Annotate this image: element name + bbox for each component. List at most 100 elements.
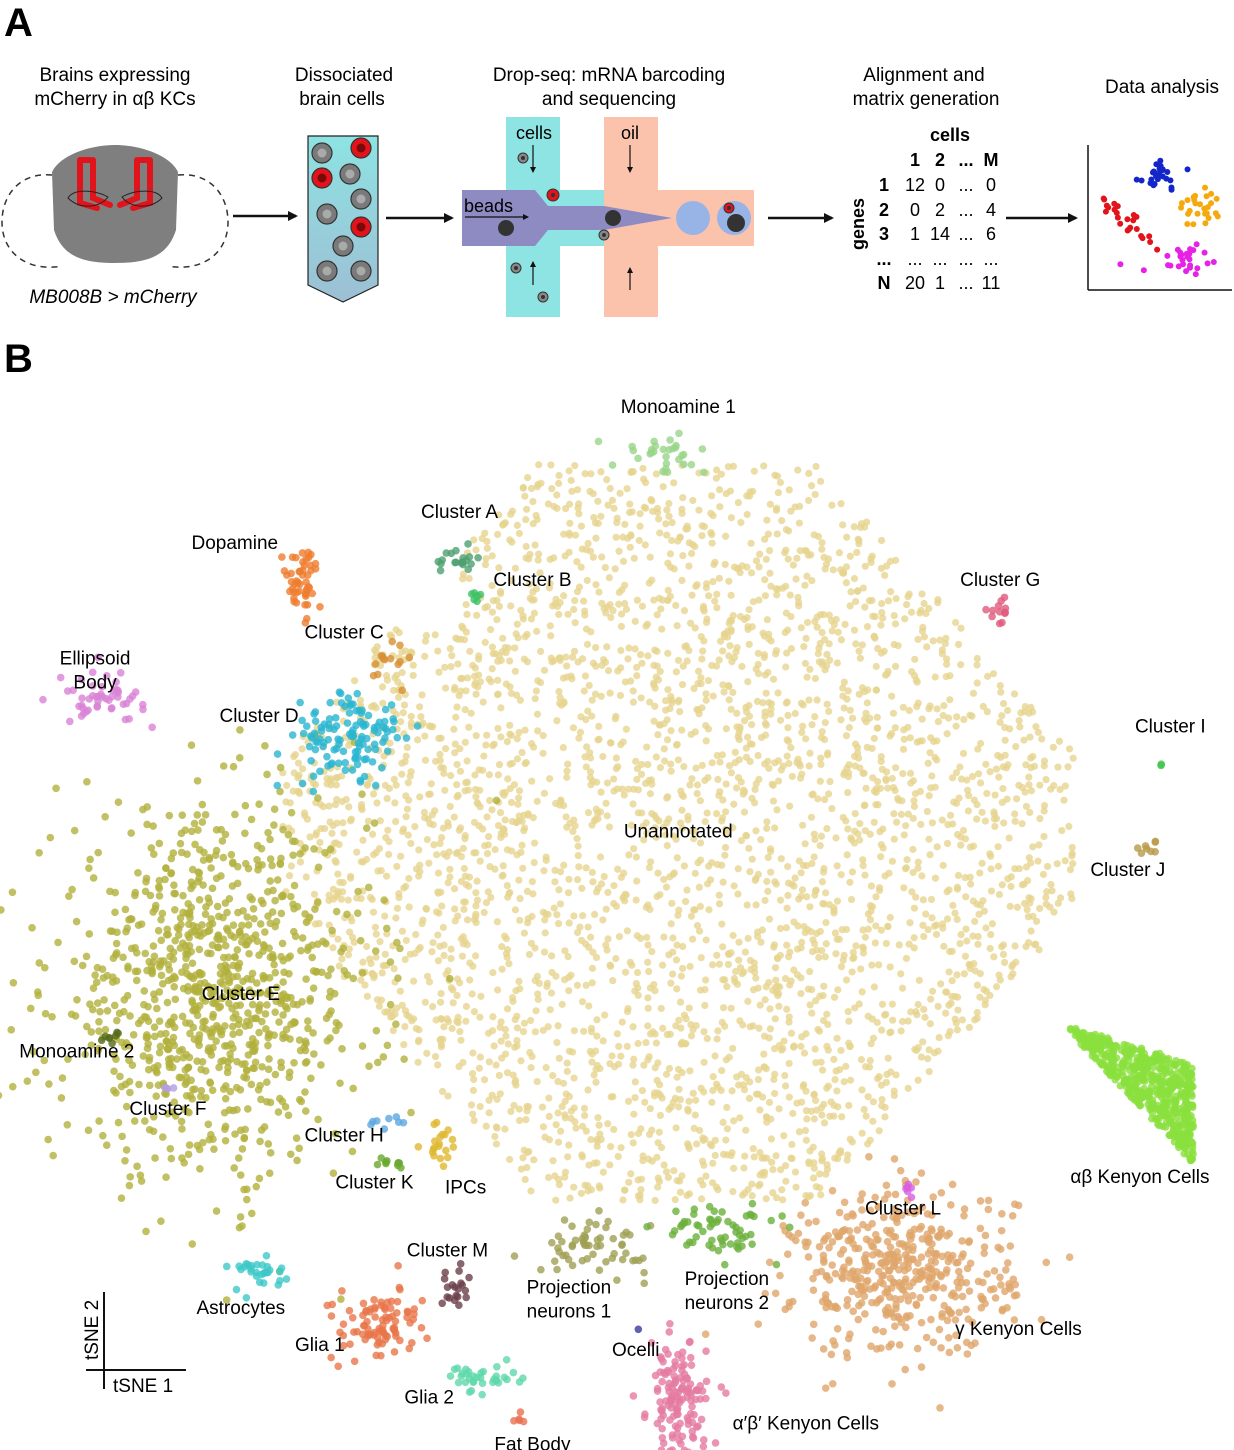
tsne-point <box>466 648 473 655</box>
tsne-point <box>256 1082 264 1090</box>
tsne-point <box>1106 1065 1114 1073</box>
tsne-point <box>290 1019 298 1027</box>
tsne-point <box>155 877 163 885</box>
tsne-point <box>863 718 870 725</box>
tsne-point <box>682 898 689 905</box>
tsne-point <box>7 1026 15 1034</box>
tsne-point <box>616 589 623 596</box>
tsne-point <box>613 754 620 761</box>
mini-scatter-point <box>1152 181 1158 187</box>
tsne-point <box>234 909 242 917</box>
tsne-point <box>728 592 735 599</box>
tsne-point <box>425 791 432 798</box>
tsne-point <box>257 920 265 928</box>
mini-scatter-point <box>1194 265 1200 271</box>
mini-scatter-point <box>1208 191 1214 197</box>
tsne-point <box>164 961 172 969</box>
tsne-point <box>811 531 818 538</box>
tsne-point <box>681 607 688 614</box>
tsne-point <box>812 887 819 894</box>
tsne-point <box>698 532 705 539</box>
tsne-point <box>737 519 744 526</box>
tsne-point <box>235 1021 243 1029</box>
tsne-point <box>349 1085 357 1093</box>
tsne-point <box>817 478 824 485</box>
tsne-point <box>401 701 408 708</box>
tsne-point <box>603 476 610 483</box>
tsne-point <box>821 1119 828 1126</box>
tsne-point <box>621 582 628 589</box>
tsne-point <box>579 912 586 919</box>
tsne-point <box>785 879 792 886</box>
tsne-point <box>206 1078 214 1086</box>
tsne-point <box>328 927 336 935</box>
tsne-point <box>521 1020 528 1027</box>
tsne-point <box>621 1187 628 1194</box>
tsne-point <box>245 937 253 945</box>
tsne-point <box>806 762 813 769</box>
tsne-point <box>440 924 447 931</box>
tsne-point <box>99 1132 107 1140</box>
tsne-point <box>709 961 716 968</box>
tsne-point <box>349 1148 357 1156</box>
tsne-point <box>172 996 180 1004</box>
tsne-point <box>520 1028 527 1035</box>
tsne-point <box>563 1090 570 1097</box>
tsne-point <box>263 771 271 779</box>
mini-scatter-point <box>1195 211 1201 217</box>
tsne-point <box>311 891 318 898</box>
tsne-point <box>832 929 839 936</box>
tsne-point <box>604 935 611 942</box>
tsne-point <box>739 562 746 569</box>
tsne-point <box>713 952 720 959</box>
tsne-point <box>542 929 549 936</box>
tsne-point <box>415 1037 422 1044</box>
tsne-point <box>709 1087 716 1094</box>
tsne-point <box>816 1170 823 1177</box>
tsne-point <box>617 647 624 654</box>
tsne-point <box>271 897 279 905</box>
tsne-point <box>280 969 288 977</box>
tsne-point <box>518 842 525 849</box>
tsne-point <box>730 612 737 619</box>
tsne-point <box>363 824 371 832</box>
tsne-point <box>547 632 554 639</box>
tsne-point <box>1031 763 1038 770</box>
tsne-point <box>272 1071 280 1079</box>
tsne-point <box>391 1011 398 1018</box>
tsne-point <box>403 937 410 944</box>
tsne-point <box>532 695 539 702</box>
tsne-point <box>710 1073 717 1080</box>
tsne-point <box>716 961 723 968</box>
tsne-point <box>593 806 600 813</box>
tsne-point <box>763 556 770 563</box>
tsne-point <box>832 834 839 841</box>
tsne-point <box>783 649 790 656</box>
tsne-point <box>675 657 682 664</box>
tsne-point <box>757 939 764 946</box>
tsne-point <box>767 501 774 508</box>
tsne-point <box>628 1131 635 1138</box>
tsne-point <box>523 759 530 766</box>
tsne-point <box>920 600 927 607</box>
tsne-point <box>196 869 204 877</box>
tsne-point <box>229 1030 237 1038</box>
tsne-point <box>188 928 196 936</box>
tsne-point <box>54 939 62 947</box>
tsne-point <box>592 581 599 588</box>
tsne-point <box>819 1067 826 1074</box>
tsne-point <box>802 1192 809 1199</box>
tsne-point <box>380 962 387 969</box>
tsne-point <box>207 950 215 958</box>
tsne-point <box>248 1210 256 1218</box>
tsne-point <box>480 698 487 705</box>
tsne-point <box>310 1050 318 1058</box>
tsne-point <box>530 814 537 821</box>
tsne-point <box>689 1026 696 1033</box>
tsne-point <box>550 554 557 561</box>
tsne-point <box>283 782 290 789</box>
tsne-point <box>673 985 680 992</box>
tsne-point <box>878 1082 885 1089</box>
tsne-point <box>796 857 803 864</box>
tsne-point <box>183 970 191 978</box>
